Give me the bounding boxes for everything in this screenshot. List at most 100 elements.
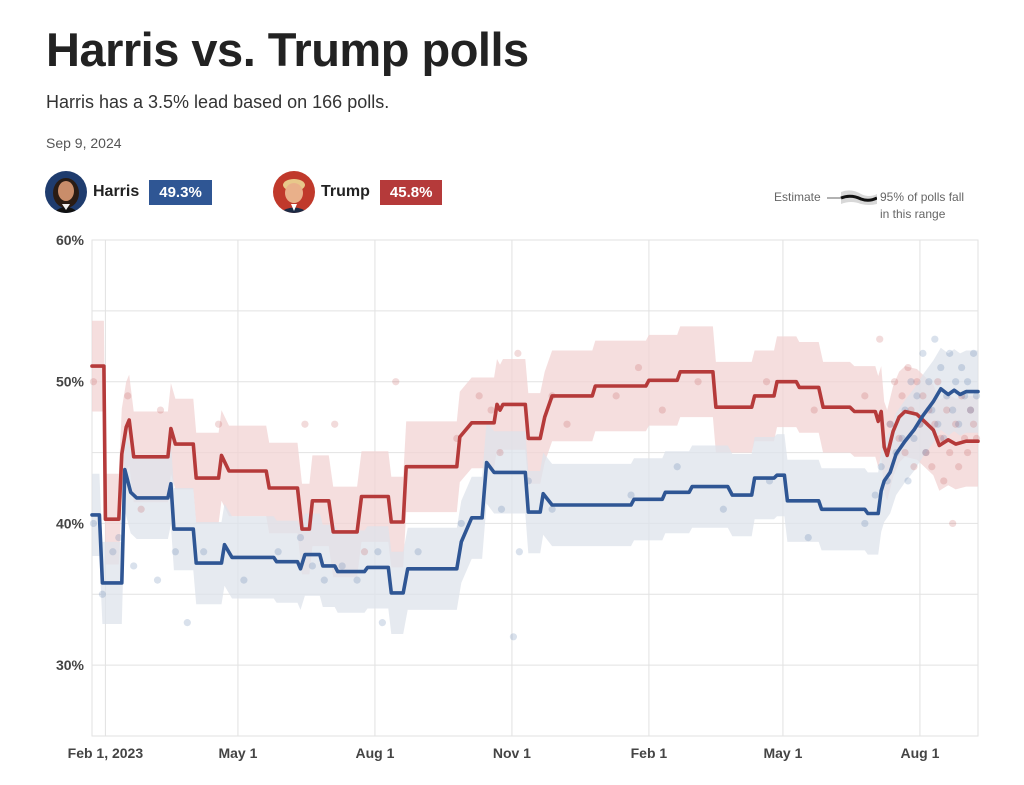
trump-poll-point	[301, 420, 309, 428]
trump-poll-point	[891, 378, 899, 386]
harris-poll-point	[910, 434, 918, 442]
harris-poll-point	[515, 548, 523, 556]
harris-poll-point	[937, 363, 945, 372]
trump-poll-point	[913, 378, 921, 386]
harris-poll-point	[877, 463, 885, 471]
harris-poll-point	[308, 562, 316, 570]
trump-poll-point	[922, 448, 930, 457]
trump-poll-point	[910, 463, 918, 471]
trump-poll-point	[563, 420, 571, 428]
harris-poll-point	[934, 420, 942, 428]
trump-poll-point	[928, 463, 936, 471]
trump-poll-point	[934, 378, 942, 386]
harris-poll-point	[925, 378, 933, 386]
trump-poll-point	[963, 448, 972, 457]
trump-poll-point	[952, 420, 960, 428]
trump-poll-point	[762, 378, 771, 386]
harris-poll-point	[958, 363, 966, 372]
harris-poll-point	[949, 406, 957, 414]
trump-poll-point	[156, 406, 165, 414]
trump-name: Trump	[321, 183, 370, 200]
harris-poll-point	[274, 548, 282, 556]
trump-poll-point	[331, 420, 339, 428]
y-tick-label: 40%	[56, 515, 85, 531]
trump-poll-point	[949, 519, 957, 528]
candidate-harris: Harris 49.3%	[45, 170, 212, 214]
harris-poll-point	[378, 619, 386, 627]
harris-poll-point	[946, 349, 954, 357]
trump-poll-point	[898, 392, 906, 400]
trump-poll-point	[694, 378, 702, 386]
trump-poll-point	[487, 406, 495, 414]
harris-poll-point	[931, 335, 939, 343]
trump-poll-point	[901, 448, 909, 457]
harris-poll-point	[457, 519, 465, 528]
legend-swatch-icon	[827, 190, 877, 205]
trump-poll-point	[360, 548, 369, 556]
x-tick-label: Aug 1	[355, 745, 394, 761]
page-subtitle: Harris has a 3.5% lead based on 166 poll…	[46, 92, 390, 112]
trump-poll-point	[612, 392, 620, 400]
harris-poll-point	[296, 534, 305, 542]
harris-poll-point	[171, 548, 179, 556]
trump-poll-point	[634, 363, 643, 372]
trump-poll-point	[876, 335, 884, 343]
trump-poll-point	[124, 392, 132, 400]
harris-poll-point	[955, 420, 963, 428]
page-title: Harris vs. Trump polls	[46, 23, 529, 76]
estimate-lines	[90, 364, 980, 595]
harris-poll-point	[414, 548, 422, 556]
trump-avatar	[273, 171, 315, 213]
harris-avatar	[45, 171, 87, 213]
update-date: Sep 9, 2024	[46, 135, 122, 151]
harris-name: Harris	[93, 183, 140, 200]
x-tick-label: May 1	[763, 745, 802, 761]
harris-poll-point	[966, 406, 975, 414]
trump-poll-point	[214, 420, 223, 428]
trump-poll-point	[475, 392, 483, 400]
harris-poll-point	[719, 505, 727, 513]
trump-poll-point	[895, 434, 903, 442]
harris-poll-point	[907, 378, 915, 386]
legend-range-label-2: in this range	[880, 207, 946, 221]
harris-poll-point	[972, 392, 981, 400]
trump-poll-point	[392, 378, 400, 386]
trump-poll-point	[496, 448, 504, 457]
trump-poll-point	[946, 448, 954, 457]
harris-poll-point	[115, 534, 123, 542]
y-tick-label: 50%	[56, 374, 85, 390]
harris-poll-point	[374, 548, 382, 556]
harris-poll-point	[861, 519, 869, 528]
trump-poll-point	[861, 392, 869, 400]
harris-poll-point	[904, 477, 912, 485]
harris-poll-point	[963, 378, 972, 386]
trump-poll-point	[904, 363, 912, 372]
legend-estimate-label: Estimate	[774, 190, 821, 204]
harris-poll-point	[320, 576, 328, 584]
trump-poll-point	[89, 378, 98, 386]
x-tick-label: Aug 1	[900, 745, 939, 761]
trump-value-badge: 45.8%	[379, 179, 443, 205]
harris-poll-point	[919, 349, 927, 357]
x-tick-label: Nov 1	[493, 745, 531, 761]
harris-poll-point	[627, 491, 635, 499]
harris-poll-point	[497, 505, 506, 513]
harris-poll-point	[673, 463, 681, 471]
harris-poll-point	[89, 519, 98, 528]
trump-poll-point	[955, 463, 963, 471]
trump-band	[92, 320, 978, 578]
harris-poll-point	[922, 448, 930, 457]
harris-poll-point	[969, 349, 978, 357]
trump-poll-point	[810, 406, 818, 414]
harris-poll-point	[153, 576, 162, 584]
legend-range-label-1: 95% of polls fall	[880, 190, 965, 204]
trump-poll-point	[514, 349, 522, 357]
harris-poll-point	[804, 534, 812, 542]
harris-poll-point	[183, 619, 191, 627]
x-tick-label: Feb 1, 2023	[68, 745, 144, 761]
harris-poll-point	[240, 576, 248, 584]
trump-poll-point	[966, 406, 975, 414]
y-tick-label: 60%	[56, 232, 85, 248]
chart-legend: Estimate 95% of polls fall in this range	[772, 188, 992, 228]
